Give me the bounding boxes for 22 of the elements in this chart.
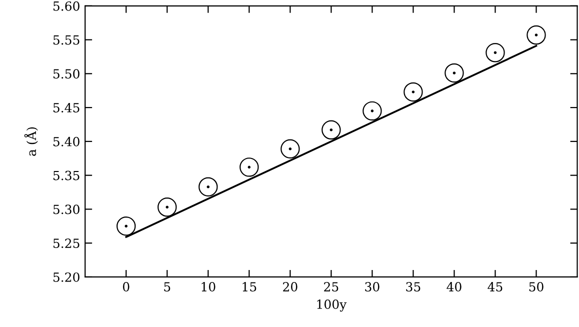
x-tick-label: 50 — [529, 282, 544, 292]
x-axis-title: 100y — [317, 300, 347, 312]
y-tick-label: 5.25 — [53, 238, 80, 248]
x-tick-label: 35 — [406, 282, 420, 292]
x-tick-label: 10 — [202, 282, 216, 292]
y-tick-label: 5.30 — [53, 204, 80, 214]
x-tick-label: 5 — [164, 282, 170, 292]
x-tick-label: 40 — [446, 282, 462, 292]
x-tick-label: 45 — [488, 282, 502, 292]
x-tick-label: 15 — [242, 282, 256, 292]
y-tick-label: 5.55 — [53, 35, 80, 45]
y-tick-label: 5.60 — [53, 1, 80, 11]
x-tick-label: 25 — [324, 282, 338, 292]
y-tick-label: 5.45 — [53, 103, 80, 112]
y-tick-label: 5.35 — [53, 170, 80, 180]
y-axis-title: a (Å) — [24, 127, 38, 156]
x-tick-label: 0 — [122, 282, 130, 292]
y-tick-label: 5.50 — [53, 69, 80, 79]
x-tick-label: 20 — [283, 282, 298, 292]
y-tick-label: 5.20 — [53, 272, 80, 282]
y-tick-label: 5.40 — [53, 136, 80, 146]
x-tick-label: 30 — [365, 282, 380, 292]
